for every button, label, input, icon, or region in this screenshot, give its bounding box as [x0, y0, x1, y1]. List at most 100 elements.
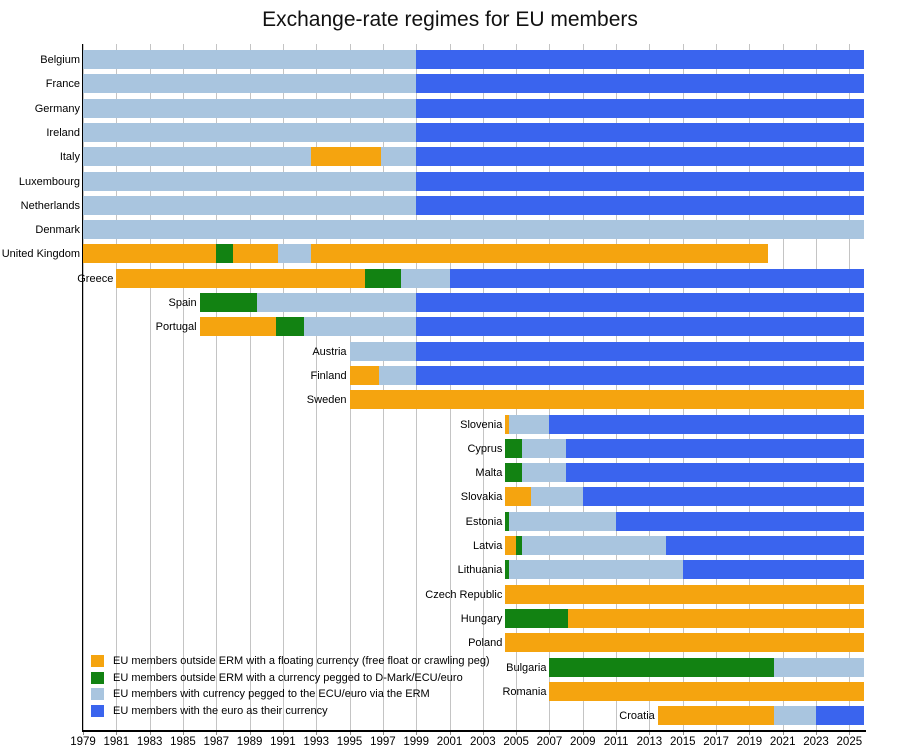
x-axis-line [81, 730, 866, 732]
axis-tick-label-1995: 1995 [336, 736, 363, 748]
axis-tick-label-2021: 2021 [769, 736, 796, 748]
bar-segment-euro [682, 560, 865, 580]
axis-tick-label-1985: 1985 [170, 736, 196, 748]
axis-tick-1999 [416, 730, 418, 735]
row-label-hungary: Hungary [460, 612, 503, 625]
axis-tick-label-1991: 1991 [270, 736, 296, 748]
row-label-lithuania: Lithuania [457, 564, 503, 577]
row-label-slovakia: Slovakia [460, 491, 503, 504]
row-label-belgium: Belgium [40, 54, 80, 66]
bar-segment-euro [416, 50, 865, 69]
bar-segment-float [549, 681, 865, 701]
bar-segment-float [349, 390, 865, 410]
bar-segment-erm [521, 536, 667, 555]
gridline-1993 [316, 44, 318, 730]
axis-tick-1989 [249, 730, 251, 735]
bar-segment-float [311, 147, 382, 167]
row-label-denmark: Denmark [35, 224, 80, 237]
row-label-estonia: Estonia [465, 515, 503, 528]
gridline-2001 [449, 44, 451, 730]
axis-tick-1997 [382, 730, 384, 735]
legend-swatch-peg [91, 671, 104, 684]
bar-segment-euro [566, 463, 865, 483]
bar-segment-peg [516, 536, 522, 555]
bar-segment-peg [364, 268, 402, 288]
bar-segment-euro [616, 511, 865, 531]
legend-swatch-float [91, 655, 104, 667]
row-label-czech-republic: Czech Republic [425, 588, 503, 601]
axis-tick-1979 [83, 730, 84, 735]
row-label-united-kingdom: United Kingdom [1, 248, 80, 261]
bar-segment-erm [83, 122, 417, 142]
axis-tick-2015 [682, 730, 684, 735]
axis-tick-1983 [149, 730, 151, 735]
gridline-2011 [616, 44, 618, 730]
axis-tick-label-1983: 1983 [136, 736, 163, 748]
bar-segment-euro [416, 171, 865, 191]
axis-tick-label-1997: 1997 [370, 736, 396, 748]
bar-segment-erm [531, 487, 583, 507]
bar-segment-float [505, 487, 532, 507]
bar-segment-float [505, 414, 509, 434]
row-label-france: France [45, 78, 80, 91]
gridline-1989 [249, 44, 251, 730]
axis-tick-2001 [449, 730, 451, 735]
row-label-austria: Austria [312, 345, 347, 358]
legend-item-erm: EU members with currency pegged to the E… [91, 687, 430, 701]
bar-segment-erm [83, 98, 417, 118]
gridline-1981 [116, 44, 118, 730]
legend-item-float: EU members outside ERM with a floating c… [91, 654, 490, 668]
bar-segment-euro [416, 317, 865, 337]
gridline-1995 [349, 44, 351, 730]
bar-segment-float [505, 584, 865, 604]
axis-tick-2007 [549, 730, 551, 735]
axis-tick-label-2011: 2011 [603, 736, 629, 748]
gridline-2003 [482, 44, 484, 730]
legend-item-euro: EU members with the euro as their curren… [91, 704, 328, 718]
bar-segment-euro [416, 365, 865, 385]
bar-segment-peg [505, 511, 509, 531]
bar-segment-peg [505, 438, 522, 458]
gridline-2025 [849, 44, 851, 730]
axis-tick-2023 [816, 730, 818, 735]
gridline-1991 [282, 44, 284, 730]
bar-segment-peg [216, 244, 233, 264]
gridline-2009 [582, 44, 584, 730]
axis-tick-2025 [849, 730, 851, 735]
gridline-2021 [782, 44, 784, 730]
row-label-slovenia: Slovenia [460, 418, 503, 431]
bar-segment-euro [566, 438, 865, 458]
legend-swatch-erm [91, 688, 104, 701]
axis-tick-1991 [282, 730, 284, 735]
bar-segment-erm [774, 657, 865, 677]
axis-tick-label-1987: 1987 [203, 736, 230, 748]
axis-tick-label-2013: 2013 [636, 736, 663, 748]
gridline-1985 [182, 44, 184, 730]
axis-tick-label-2023: 2023 [803, 736, 829, 748]
bar-segment-erm [349, 341, 417, 361]
axis-tick-2021 [782, 730, 784, 735]
bar-segment-erm [508, 511, 617, 531]
bar-segment-float [567, 608, 865, 628]
axis-tick-2017 [716, 730, 718, 735]
bar-segment-float [505, 536, 517, 555]
axis-tick-label-2001: 2001 [436, 736, 463, 748]
gridline-1999 [416, 44, 418, 730]
legend-item-peg: EU members outside ERM with a currency p… [91, 671, 463, 685]
row-label-bulgaria: Bulgaria [506, 661, 547, 674]
bar-segment-erm [521, 438, 567, 458]
bar-segment-erm [401, 268, 450, 288]
row-label-croatia: Croatia [619, 710, 655, 723]
axis-tick-label-2003: 2003 [470, 736, 496, 748]
bar-segment-euro [416, 147, 865, 167]
bar-segment-float [199, 317, 277, 337]
gridline-2019 [749, 44, 751, 730]
row-label-italy: Italy [59, 151, 80, 164]
bar-segment-float [311, 244, 768, 264]
row-label-ireland: Ireland [46, 126, 80, 139]
bar-segment-peg [505, 560, 509, 580]
y-axis-line [81, 44, 84, 732]
axis-tick-1995 [349, 730, 351, 735]
bar-segment-float [349, 365, 379, 385]
